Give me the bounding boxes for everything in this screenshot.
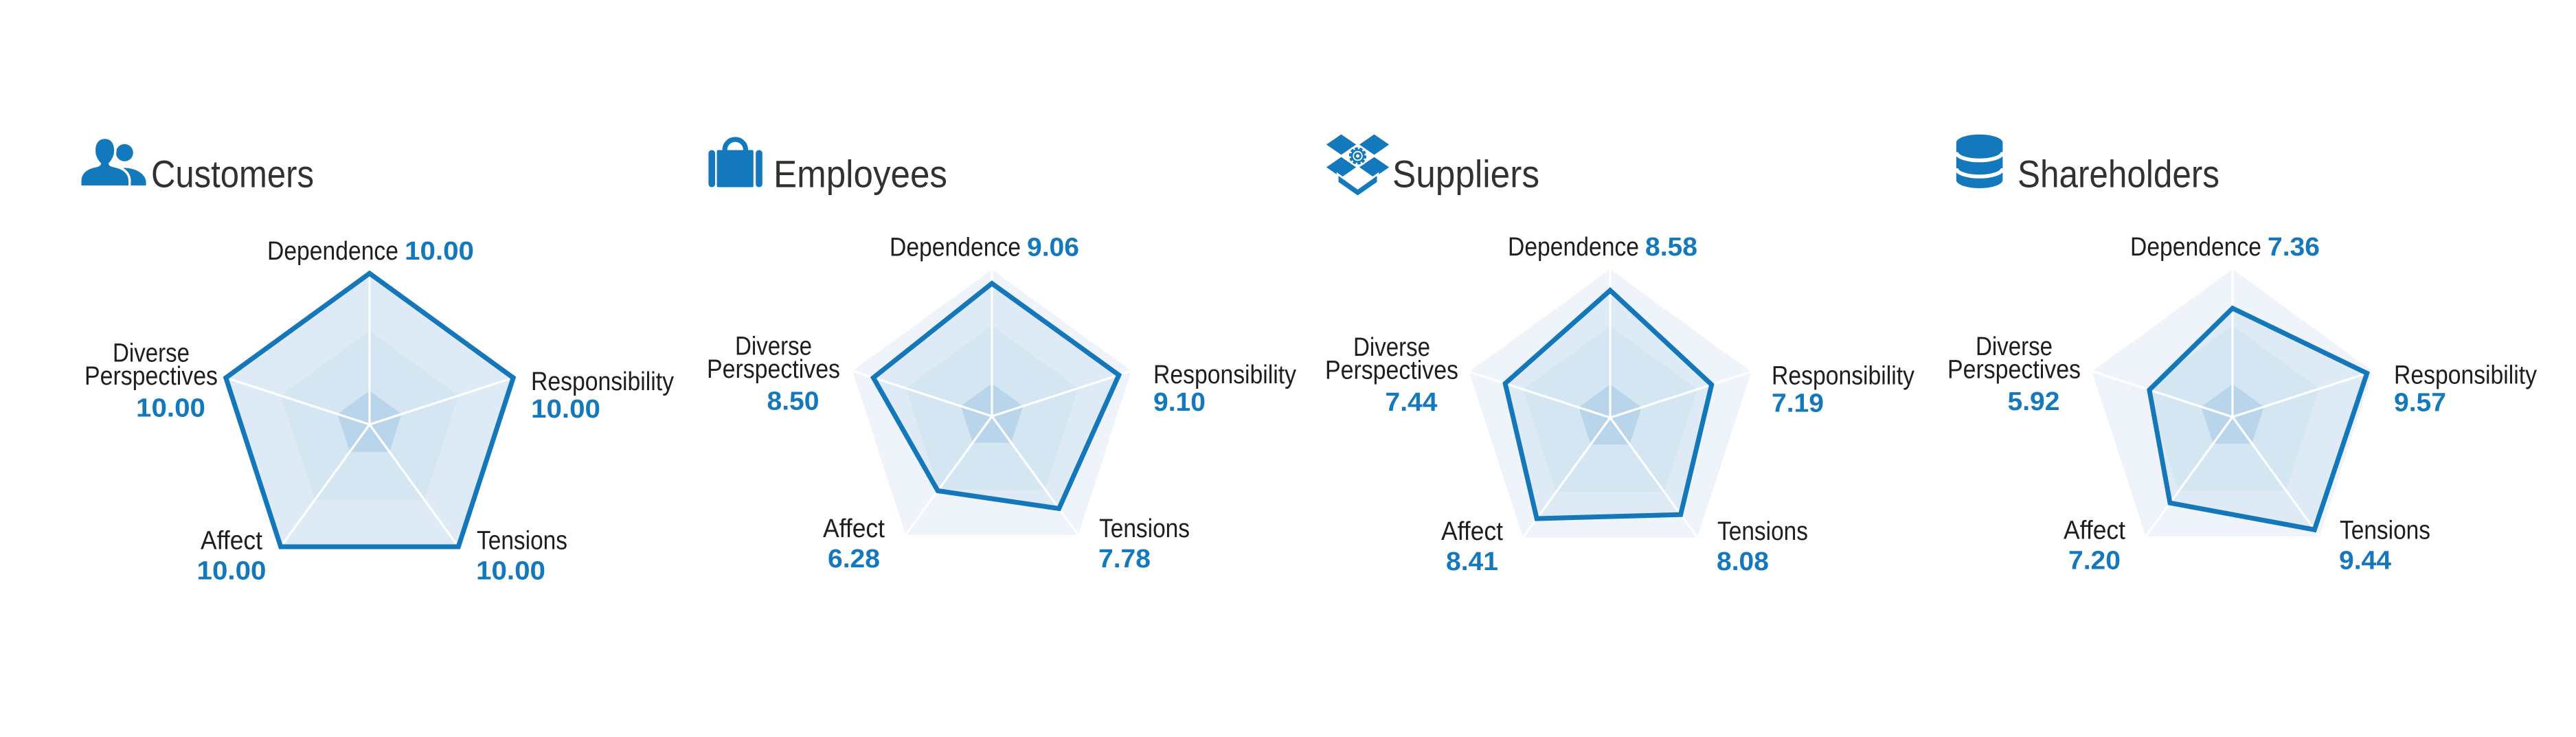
svg-text:Affect: Affect <box>2064 516 2125 545</box>
svg-text:Diverse: Diverse <box>1976 332 2053 361</box>
svg-text:Customers: Customers <box>151 152 314 196</box>
svg-text:8.08: 8.08 <box>1717 547 1769 576</box>
svg-text:9.06: 9.06 <box>1027 234 1079 262</box>
svg-text:Perspectives: Perspectives <box>1325 356 1458 385</box>
svg-text:Dependence: Dependence <box>267 237 398 266</box>
svg-text:Employees: Employees <box>773 152 947 196</box>
svg-text:9.57: 9.57 <box>2394 389 2446 418</box>
svg-text:Responsibility: Responsibility <box>531 367 674 396</box>
svg-text:Perspectives: Perspectives <box>707 355 840 384</box>
svg-text:8.41: 8.41 <box>1446 547 1498 576</box>
svg-text:Affect: Affect <box>823 514 885 543</box>
svg-text:6.28: 6.28 <box>828 545 880 574</box>
svg-text:10.00: 10.00 <box>531 395 600 424</box>
svg-text:Dependence: Dependence <box>1508 233 1639 262</box>
svg-text:10.00: 10.00 <box>476 557 545 586</box>
svg-text:Diverse: Diverse <box>1353 333 1430 362</box>
svg-text:Responsibility: Responsibility <box>2394 361 2537 390</box>
svg-text:Tensions: Tensions <box>2340 516 2430 545</box>
svg-text:Responsibility: Responsibility <box>1153 361 1296 389</box>
svg-text:8.58: 8.58 <box>1645 233 1697 262</box>
svg-text:Dependence: Dependence <box>890 234 1021 262</box>
svg-text:10.00: 10.00 <box>136 394 205 423</box>
svg-text:Dependence: Dependence <box>2130 233 2261 262</box>
svg-text:9.44: 9.44 <box>2339 546 2391 575</box>
svg-text:Responsibility: Responsibility <box>1772 361 1914 390</box>
svg-text:Tensions: Tensions <box>477 527 567 556</box>
svg-text:Diverse: Diverse <box>113 339 190 368</box>
svg-text:7.20: 7.20 <box>2068 546 2121 575</box>
svg-text:8.50: 8.50 <box>767 387 820 416</box>
svg-text:10.00: 10.00 <box>197 557 267 586</box>
svg-text:Tensions: Tensions <box>1717 517 1808 546</box>
svg-text:Shareholders: Shareholders <box>2018 152 2219 196</box>
svg-text:9.10: 9.10 <box>1153 388 1206 417</box>
svg-text:Diverse: Diverse <box>735 332 812 361</box>
svg-text:7.44: 7.44 <box>1386 388 1438 417</box>
svg-text:5.92: 5.92 <box>2008 387 2060 416</box>
svg-text:Affect: Affect <box>1441 517 1503 546</box>
svg-text:10.00: 10.00 <box>405 237 474 266</box>
svg-text:7.19: 7.19 <box>1772 389 1824 418</box>
svg-text:7.36: 7.36 <box>2268 233 2320 262</box>
svg-text:Suppliers: Suppliers <box>1392 152 1539 196</box>
svg-text:Affect: Affect <box>201 527 262 556</box>
svg-text:Tensions: Tensions <box>1099 514 1190 543</box>
svg-text:7.78: 7.78 <box>1098 545 1151 574</box>
svg-text:Perspectives: Perspectives <box>84 362 218 391</box>
svg-text:Perspectives: Perspectives <box>1947 356 2081 385</box>
